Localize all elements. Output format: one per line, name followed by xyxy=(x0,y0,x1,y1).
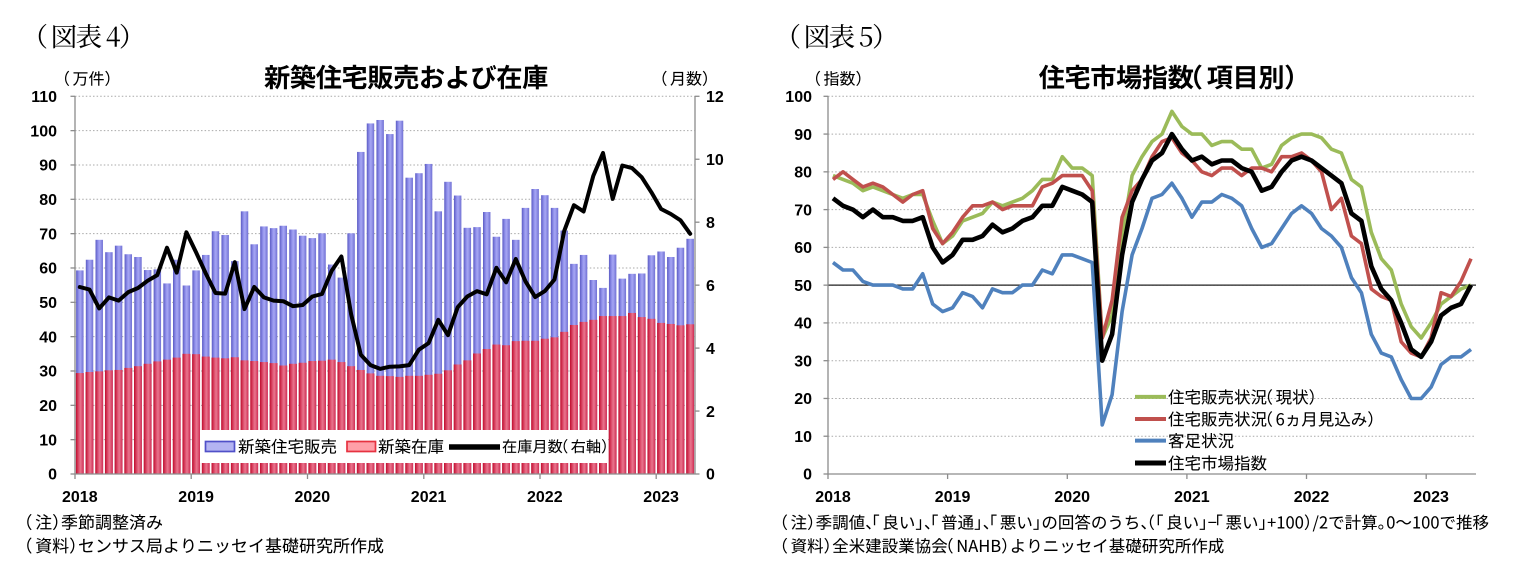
svg-text:110: 110 xyxy=(31,89,57,106)
svg-text:2020: 2020 xyxy=(295,489,331,506)
svg-text:50: 50 xyxy=(39,295,57,312)
svg-text:100: 100 xyxy=(785,89,812,106)
svg-text:70: 70 xyxy=(39,226,57,243)
svg-text:40: 40 xyxy=(39,329,57,346)
svg-text:2023: 2023 xyxy=(643,489,679,506)
svg-text:0: 0 xyxy=(803,467,812,484)
svg-text:60: 60 xyxy=(794,240,812,257)
svg-text:2: 2 xyxy=(706,404,715,421)
svg-text:2021: 2021 xyxy=(411,489,447,506)
svg-text:50: 50 xyxy=(794,278,812,295)
svg-text:60: 60 xyxy=(39,261,57,278)
svg-text:20: 20 xyxy=(39,398,57,415)
svg-text:40: 40 xyxy=(794,316,812,333)
svg-text:6: 6 xyxy=(706,278,715,295)
svg-text:90: 90 xyxy=(39,158,57,175)
svg-text:2019: 2019 xyxy=(178,489,214,506)
svg-text:2022: 2022 xyxy=(1294,489,1330,506)
svg-text:80: 80 xyxy=(39,192,57,209)
svg-text:8: 8 xyxy=(706,215,715,232)
svg-text:10: 10 xyxy=(39,432,57,449)
svg-text:2021: 2021 xyxy=(1174,489,1210,506)
svg-text:2018: 2018 xyxy=(815,489,851,506)
svg-text:2020: 2020 xyxy=(1054,489,1090,506)
svg-text:10: 10 xyxy=(794,429,812,446)
svg-text:2019: 2019 xyxy=(935,489,971,506)
svg-text:4: 4 xyxy=(706,341,715,358)
svg-text:10: 10 xyxy=(706,152,724,169)
svg-text:100: 100 xyxy=(30,123,57,140)
svg-text:12: 12 xyxy=(706,89,724,106)
svg-text:2022: 2022 xyxy=(527,489,563,506)
svg-text:30: 30 xyxy=(794,353,812,370)
svg-text:80: 80 xyxy=(794,165,812,182)
svg-text:0: 0 xyxy=(706,467,715,484)
svg-text:30: 30 xyxy=(39,364,57,381)
svg-text:2018: 2018 xyxy=(62,489,98,506)
svg-text:90: 90 xyxy=(794,127,812,144)
svg-text:0: 0 xyxy=(48,467,57,484)
svg-text:2023: 2023 xyxy=(1413,489,1449,506)
svg-text:20: 20 xyxy=(794,391,812,408)
svg-text:70: 70 xyxy=(794,202,812,219)
